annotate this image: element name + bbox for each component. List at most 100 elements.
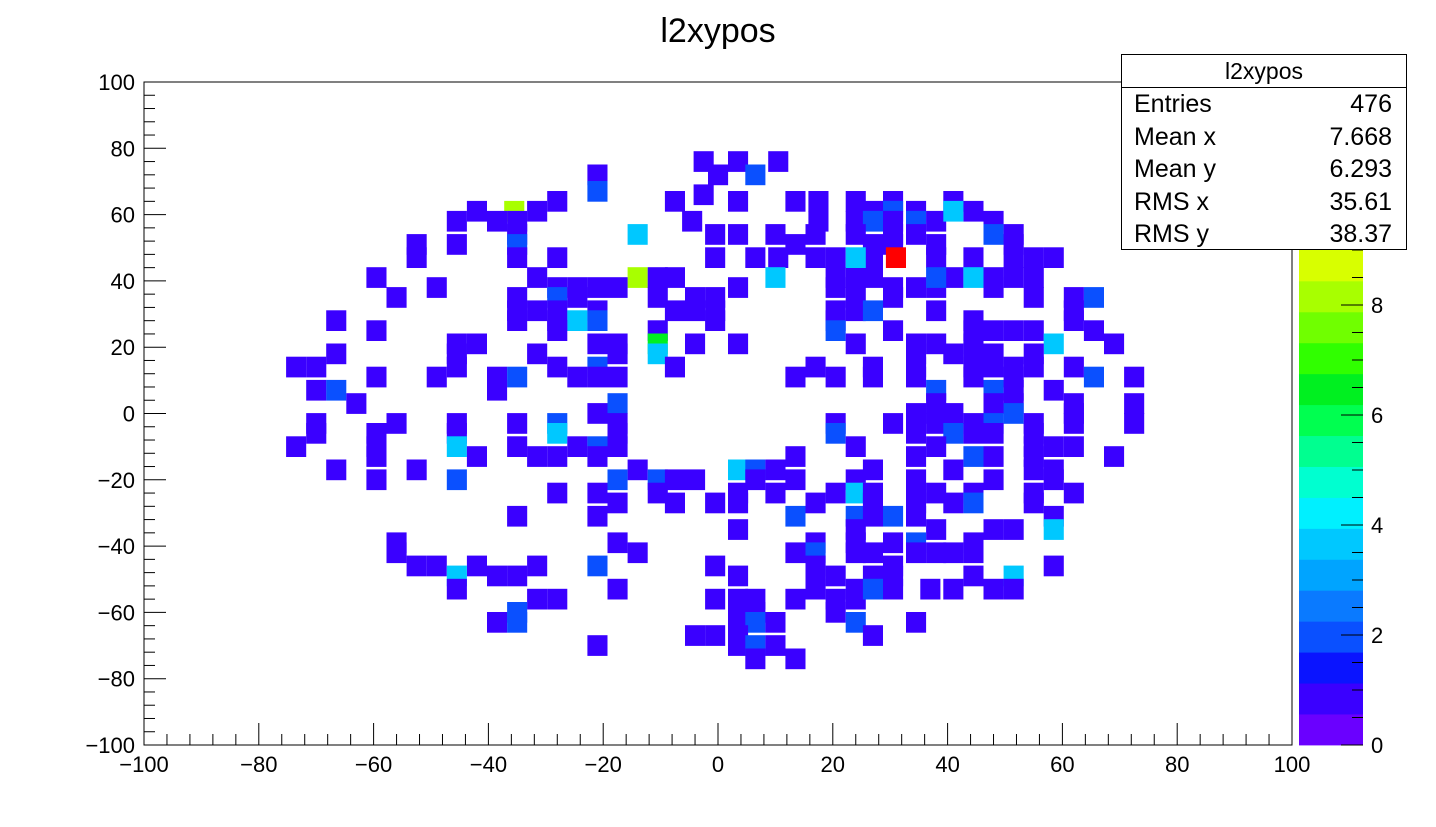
stats-row-rms-x: RMS x 35.61 [1122,186,1406,219]
heatmap-bin [906,505,927,527]
heatmap-bin [587,310,608,331]
heatmap-bin [607,469,628,491]
heatmap-bin [705,310,726,331]
heatmap-bin [963,267,984,288]
heatmap-bin [587,164,608,186]
stats-box: l2xypos Entries 476 Mean x 7.668 Mean y … [1121,54,1407,250]
x-tick-label: 20 [821,752,845,777]
heatmap-bin [386,413,407,434]
heatmap-bin [943,542,964,564]
heatmap-bin [943,423,964,444]
heatmap-bin [808,191,829,212]
heatmap-bin [685,625,706,646]
heatmap-bin [825,602,846,623]
heatmap-bin [705,224,726,245]
x-tick-label: 60 [1050,752,1074,777]
x-tick-label: 100 [1274,752,1311,777]
heatmap-bin [1043,519,1064,540]
heatmap-bin [466,446,487,467]
heatmap-bin [862,247,883,268]
colorbar: 0 2 4 6 8 [1299,249,1383,758]
heatmap-bin [765,612,786,633]
y-tick-label: 0 [123,402,135,427]
heatmap-bin [547,446,568,467]
stats-value: 476 [1350,90,1392,118]
heatmap-bin [527,343,548,365]
heatmap-bin [883,578,904,600]
heatmap-bin [845,436,866,457]
heatmap-bin [845,191,866,212]
heatmap-bin [963,366,984,388]
heatmap-bin [1003,578,1024,600]
heatmap-bin [728,224,749,245]
heatmap-bin [983,277,1004,298]
heatmap-bin [685,300,706,322]
heatmap-bin [983,224,1004,245]
heatmap-bin [926,333,947,355]
heatmap-bin [607,277,628,298]
heatmap-bin [426,366,447,388]
heatmap-bin [627,224,648,245]
heatmap-bin [366,469,387,491]
heatmap-bin [862,542,883,564]
heatmap-bin [805,356,826,378]
heatmap-bin [527,200,548,222]
heatmap-bin [983,519,1004,540]
heatmap-bin [825,320,846,341]
stats-value: 6.293 [1329,155,1392,184]
stats-title: l2xypos [1122,55,1406,88]
heatmap-bin [963,492,984,514]
heatmap-bin [664,191,685,212]
x-tick-label: −80 [240,752,277,777]
heatmap-bin [906,423,927,444]
heatmap-bin [446,578,467,600]
heatmap-bin [466,333,487,355]
heatmap-bin [527,588,548,610]
heatmap-bin [664,267,685,288]
heatmap-bin [845,247,866,268]
heatmap-bin [547,356,568,378]
colorbar-segment [1299,435,1363,467]
heatmap-bin [1063,482,1084,504]
colorbar-segment [1299,559,1363,591]
heatmap-bin [366,446,387,467]
colorbar-segment [1299,250,1363,282]
heatmap-bin [647,267,668,288]
heatmap-bin [768,151,789,172]
heatmap-bin [1023,267,1044,288]
heatmap-bin [705,625,726,646]
heatmap-bin [286,436,307,457]
heatmap-bin [963,247,984,268]
heatmap-bin [326,379,347,401]
heatmap-bin [1083,366,1104,388]
heatmap-bin [1104,446,1125,467]
heatmap-bin [326,310,347,331]
heatmap-bin [926,210,947,232]
heatmap-bin [926,436,947,457]
heatmap-bin [693,184,714,206]
heatmap-bin [366,267,387,288]
heatmap-bin [607,393,628,414]
heatmap-bin [1063,310,1084,331]
heatmap-bin [527,555,548,577]
heatmap-bin [825,565,846,587]
heatmap-bin [1083,320,1104,341]
heatmap-bin [963,200,984,222]
heatmap-bin [527,267,548,288]
heatmap-bin [785,505,806,527]
heatmap-bin [547,247,568,268]
heatmap-bin [685,333,706,355]
heatmap-bin [963,423,984,444]
heatmap-bin [607,343,628,365]
bins-layer [286,151,1145,670]
heatmap-bin [705,247,726,268]
heatmap-bin [785,446,806,467]
heatmap-bin [862,366,883,388]
heatmap-bin [446,469,467,491]
colorbar-tick-label: 2 [1371,623,1383,648]
heatmap-bin [507,612,528,633]
colorbar-segment [1299,280,1363,313]
heatmap-bin [627,267,648,288]
heatmap-bin [487,210,508,232]
heatmap-bin [765,482,786,504]
